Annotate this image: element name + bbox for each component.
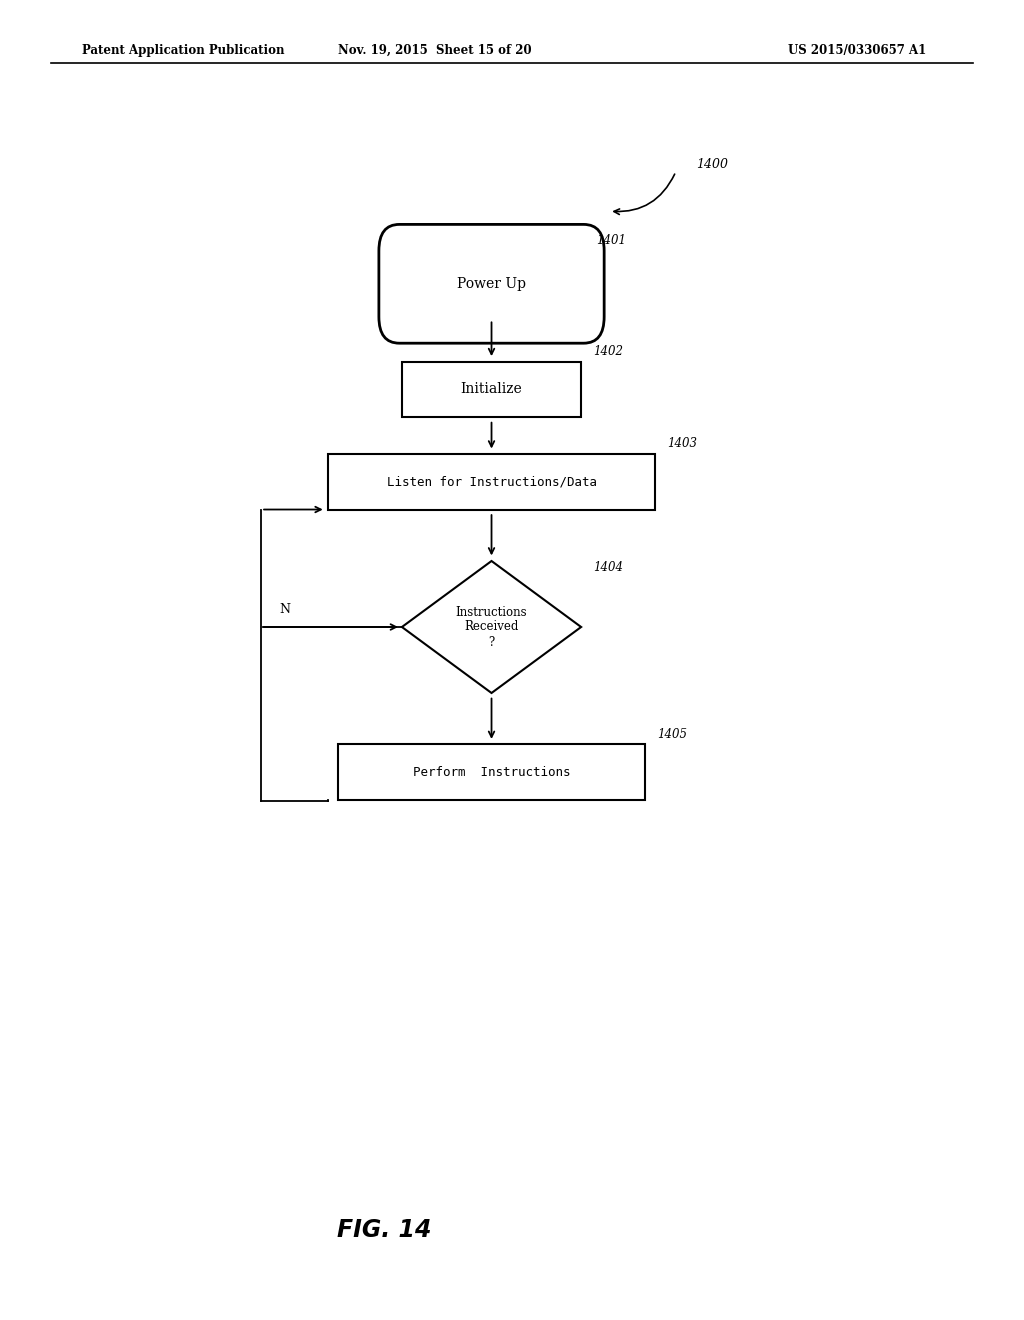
Text: US 2015/0330657 A1: US 2015/0330657 A1: [788, 44, 927, 57]
Bar: [338, 744, 645, 800]
Polygon shape: [401, 561, 582, 693]
Text: 1402: 1402: [594, 345, 624, 358]
Text: FIG. 14: FIG. 14: [337, 1218, 431, 1242]
Text: 1405: 1405: [657, 727, 687, 741]
Text: Power Up: Power Up: [457, 277, 526, 290]
Text: N: N: [280, 603, 291, 616]
Text: 1400: 1400: [696, 158, 728, 172]
Text: Nov. 19, 2015  Sheet 15 of 20: Nov. 19, 2015 Sheet 15 of 20: [338, 44, 532, 57]
Text: Perform  Instructions: Perform Instructions: [413, 766, 570, 779]
Text: 1401: 1401: [596, 234, 626, 247]
FancyBboxPatch shape: [379, 224, 604, 343]
Text: 1403: 1403: [668, 437, 697, 450]
Bar: [401, 362, 581, 417]
Bar: [328, 454, 655, 510]
Text: Listen for Instructions/Data: Listen for Instructions/Data: [386, 475, 597, 488]
Text: Instructions
Received
?: Instructions Received ?: [456, 606, 527, 648]
Text: 1404: 1404: [594, 561, 624, 574]
Text: Patent Application Publication: Patent Application Publication: [82, 44, 285, 57]
Text: Initialize: Initialize: [461, 383, 522, 396]
